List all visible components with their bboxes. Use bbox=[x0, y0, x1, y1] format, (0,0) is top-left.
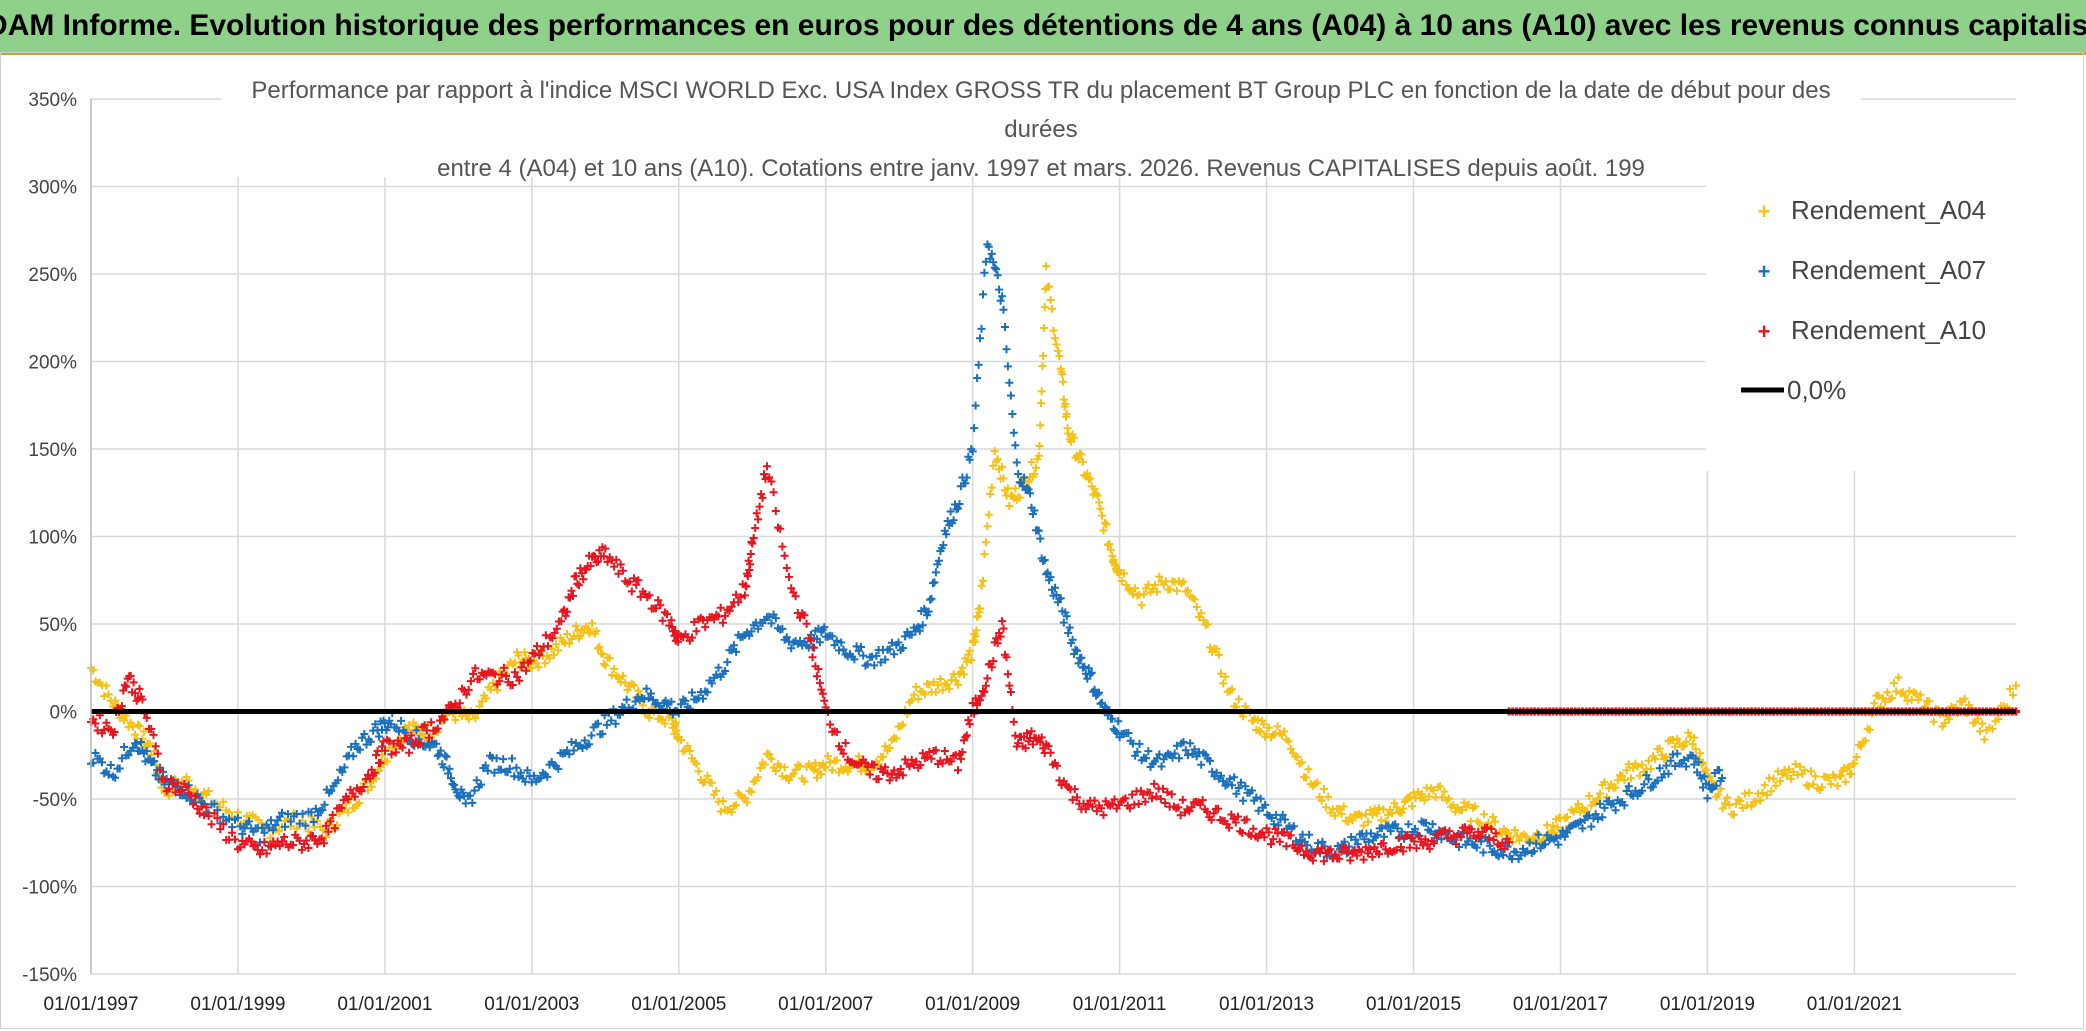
y-tick-label: 0% bbox=[50, 703, 78, 724]
legend-marker-a04: + bbox=[1758, 199, 1771, 224]
x-tick-label: 01/01/2005 bbox=[631, 994, 726, 1015]
x-tick-label: 01/01/2001 bbox=[337, 994, 432, 1015]
chart-frame: 350% 300% 250% 200% 150% 100% 50% 0% -50% -100% -1… bbox=[0, 52, 2084, 1029]
chart-title-line-3: entre 4 (A04) et 10 ans (A10). Cotations… bbox=[437, 155, 1645, 182]
report-title: ADAM Informe. Evolution historique des p… bbox=[0, 9, 2086, 42]
y-tick-label: 200% bbox=[28, 353, 77, 374]
legend-label-a07: Rendement_A07 bbox=[1791, 255, 1986, 285]
series-rendement-a07 bbox=[87, 240, 1727, 864]
x-tick-label: 01/01/2009 bbox=[925, 994, 1020, 1015]
y-tick-label: 100% bbox=[28, 528, 77, 549]
x-tick-label: 01/01/2011 bbox=[1073, 994, 1167, 1015]
y-tick-label: -50% bbox=[33, 790, 77, 811]
legend-label-a04: Rendement_A04 bbox=[1791, 195, 1986, 225]
chart-title-line-1: Performance par rapport à l'indice MSCI … bbox=[251, 77, 1830, 104]
chart-title: Performance par rapport à l'indice MSCI … bbox=[221, 59, 1861, 182]
axis-layer: 350% 300% 250% 200% 150% 100% 50% 0% -50% -100% -1… bbox=[22, 90, 1902, 1015]
y-tick-label: -150% bbox=[22, 965, 77, 986]
legend-marker-a07: + bbox=[1758, 259, 1771, 284]
legend-label-a10: Rendement_A10 bbox=[1791, 315, 1986, 345]
chart-legend: + Rendement_A04 + Rendement_A07 + Rendem… bbox=[1706, 171, 2018, 471]
legend-label-zero: 0,0% bbox=[1787, 375, 1846, 405]
y-tick-label: 250% bbox=[28, 265, 77, 286]
y-tick-label: 350% bbox=[28, 90, 77, 111]
series-markers bbox=[87, 462, 1513, 866]
x-tick-label: 01/01/2021 bbox=[1807, 994, 1902, 1015]
x-tick-label: 01/01/1997 bbox=[43, 994, 138, 1015]
performance-chart: 350% 300% 250% 200% 150% 100% 50% 0% -50% -100% -1… bbox=[22, 59, 2020, 1015]
legend-marker-a10: + bbox=[1758, 319, 1771, 344]
x-tick-label: 01/01/2017 bbox=[1513, 994, 1608, 1015]
x-tick-label: 01/01/2003 bbox=[484, 994, 579, 1015]
chart-title-line-2: durées bbox=[1004, 116, 1077, 143]
x-tick-label: 01/01/2015 bbox=[1366, 994, 1461, 1015]
y-tick-label: 300% bbox=[28, 178, 77, 199]
x-tick-label: 01/01/1999 bbox=[190, 994, 285, 1015]
series-markers bbox=[87, 240, 1727, 864]
x-tick-label: 01/01/2007 bbox=[778, 994, 873, 1015]
y-tick-label: 50% bbox=[39, 615, 77, 636]
report-banner: ADAM Informe. Evolution historique des p… bbox=[0, 0, 2086, 55]
y-tick-label: 150% bbox=[28, 440, 77, 461]
x-tick-label: 01/01/2019 bbox=[1660, 994, 1755, 1015]
series-rendement-a10 bbox=[87, 462, 1513, 866]
x-tick-label: 01/01/2013 bbox=[1219, 994, 1314, 1015]
y-tick-label: -100% bbox=[22, 878, 77, 899]
